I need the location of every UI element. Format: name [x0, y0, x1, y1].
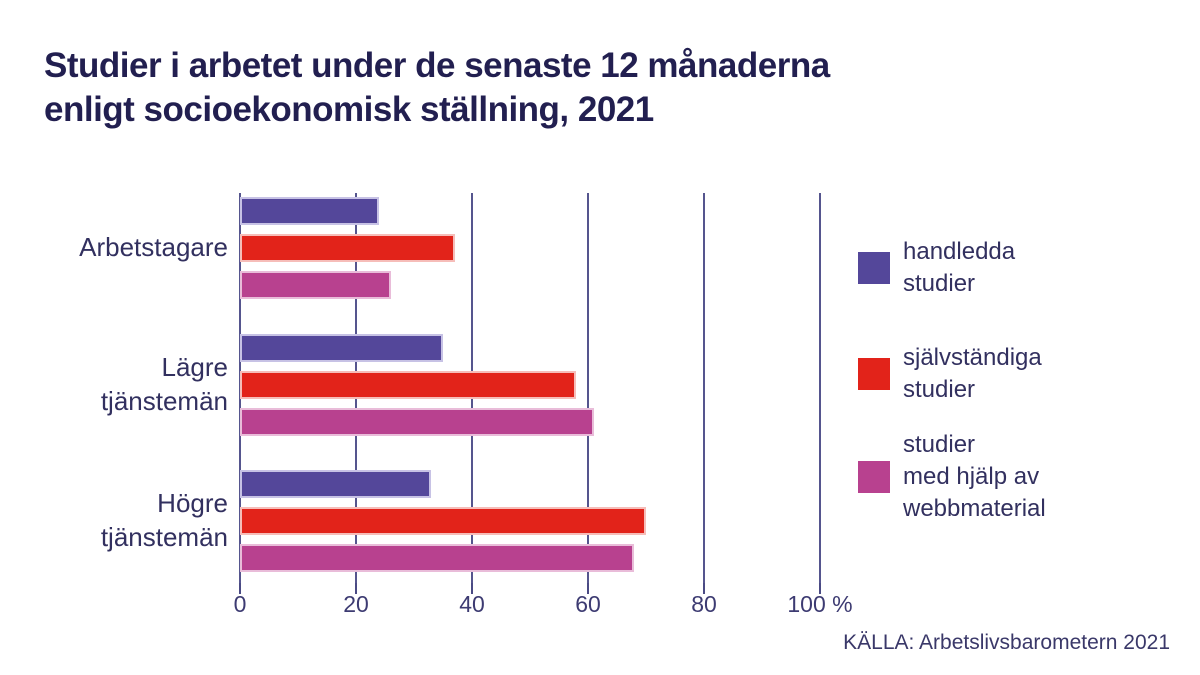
legend-item-webbmaterial: studier med hjälp av webbmaterial	[858, 429, 1046, 525]
bar-l-gre-tj-nstem-n-3	[240, 408, 594, 436]
bar-arbetstagare-1	[240, 197, 380, 225]
legend-swatch-red	[858, 357, 890, 390]
axis-tick	[355, 583, 357, 594]
axis-tick	[471, 583, 473, 594]
category-label: Högre tjänstemän	[100, 488, 228, 552]
legend-item-handledda: handledda studier	[858, 236, 1015, 300]
legend-swatch-purple	[858, 251, 890, 284]
category-label: Lägre tjänstemän	[100, 352, 228, 416]
bar-l-gre-tj-nstem-n-2	[240, 371, 577, 399]
axis-tick-label: 100 %	[787, 591, 853, 617]
source-note: KÄLLA: Arbetslivsbarometern 2021	[843, 631, 1170, 654]
axis-tick-label: 40	[459, 591, 485, 617]
bar-arbetstagare-3	[240, 271, 391, 299]
legend-label: självständiga studier	[903, 344, 1042, 403]
axis-tick	[819, 583, 821, 594]
legend-label: studier med hjälp av webbmaterial	[903, 431, 1046, 522]
axis-tick	[587, 583, 589, 594]
axis-tick	[239, 583, 241, 594]
axis-tick-label: 20	[343, 591, 369, 617]
bar-l-gre-tj-nstem-n-1	[240, 334, 443, 362]
bar-h-gre-tj-nstem-n-3	[240, 544, 635, 572]
legend-label: handledda studier	[903, 238, 1016, 297]
bar-h-gre-tj-nstem-n-1	[240, 470, 432, 498]
axis-tick-label: 0	[233, 591, 247, 617]
category-label: Arbetstagare	[79, 232, 228, 263]
bar-h-gre-tj-nstem-n-2	[240, 507, 646, 535]
gridline	[819, 193, 821, 583]
gridline	[587, 193, 589, 583]
page-title: Studier i arbetet under de senaste 12 må…	[44, 46, 830, 130]
axis-tick-label: 80	[691, 591, 717, 617]
axis-tick-label: 60	[575, 591, 601, 617]
gridline	[703, 193, 705, 583]
plot-area: 0 20 40 60 80 100 %	[234, 193, 853, 617]
axis-tick	[703, 583, 705, 594]
legend-item-sjalvstandiga: självständiga studier	[858, 342, 1042, 406]
legend-swatch-pink	[858, 460, 890, 493]
bar-arbetstagare-2	[240, 234, 455, 262]
